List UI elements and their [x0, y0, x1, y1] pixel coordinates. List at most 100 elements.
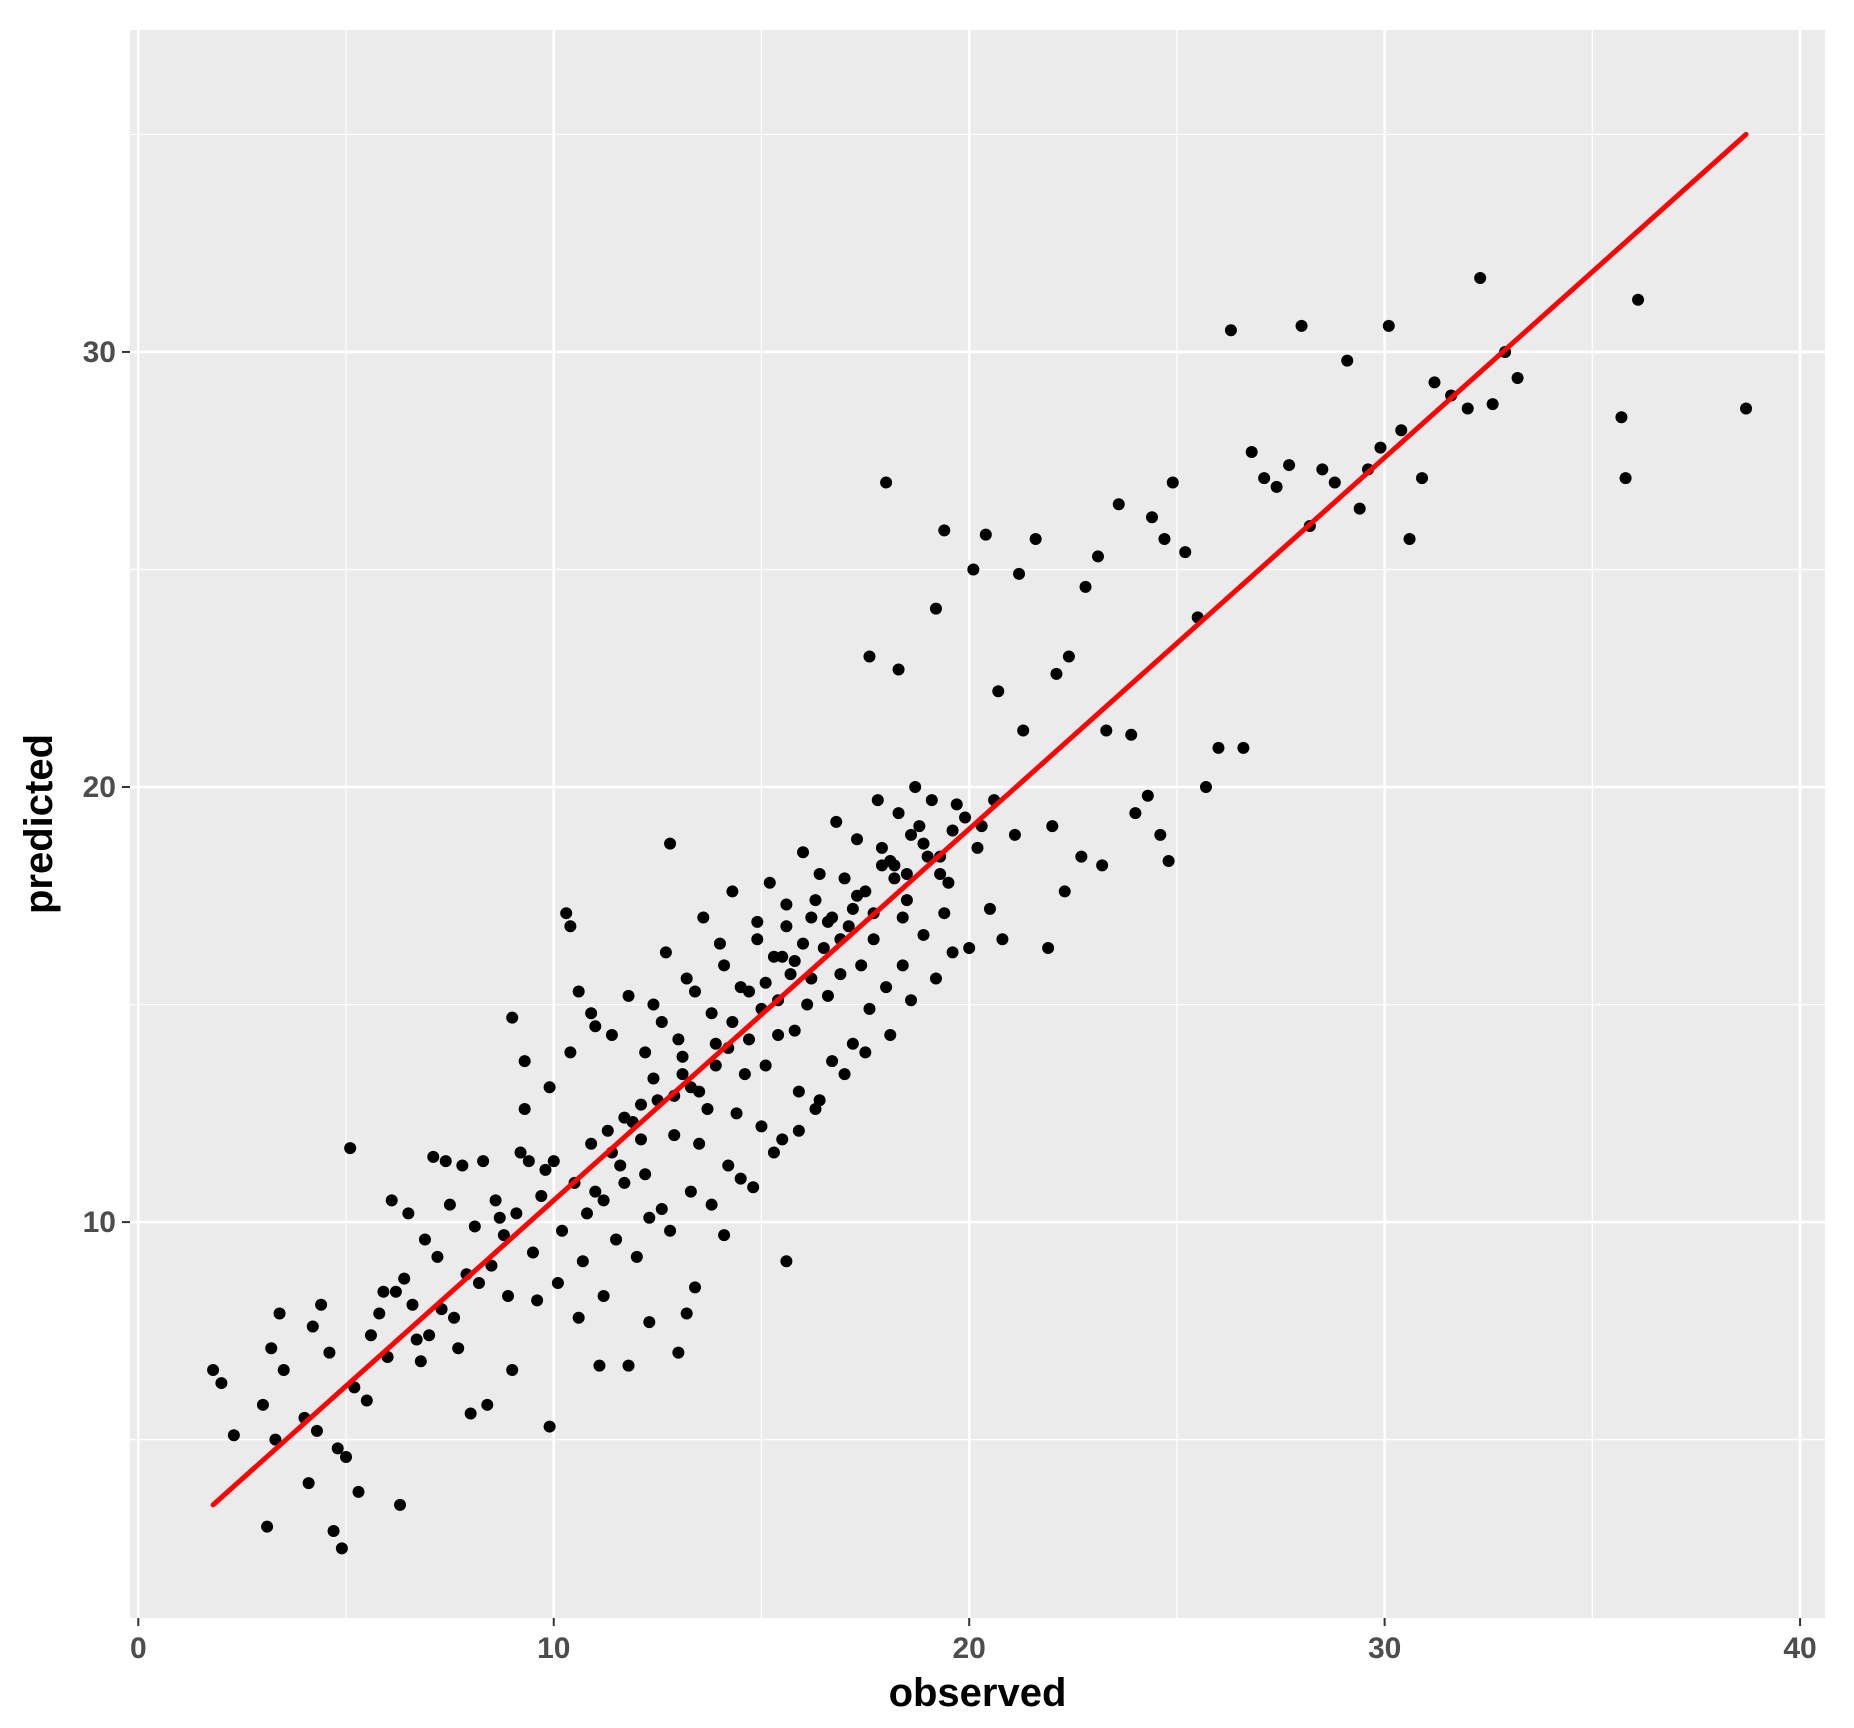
- data-point: [921, 850, 934, 863]
- data-point: [543, 1420, 556, 1433]
- data-point: [900, 868, 913, 881]
- data-point: [605, 1029, 618, 1042]
- data-point: [684, 1185, 697, 1198]
- data-point: [622, 1359, 635, 1372]
- data-point: [655, 1015, 668, 1028]
- data-point: [842, 920, 855, 933]
- data-point: [855, 959, 868, 972]
- data-point: [514, 1146, 527, 1159]
- data-point: [863, 1002, 876, 1015]
- data-point: [909, 781, 922, 794]
- data-point: [809, 894, 822, 907]
- data-point: [826, 1055, 839, 1068]
- data-point: [1258, 472, 1271, 485]
- data-point: [1079, 580, 1092, 593]
- data-point: [1166, 476, 1179, 489]
- data-point: [905, 828, 918, 841]
- data-point: [751, 933, 764, 946]
- data-point: [917, 928, 930, 941]
- data-point: [722, 1159, 735, 1172]
- data-point: [1295, 319, 1308, 332]
- data-point: [1141, 789, 1154, 802]
- data-point: [917, 837, 930, 850]
- data-point: [983, 902, 996, 915]
- data-point: [672, 1346, 685, 1359]
- data-point: [394, 1498, 407, 1511]
- y-tick-label: 20: [83, 771, 116, 804]
- data-point: [1158, 533, 1171, 546]
- data-point: [589, 1020, 602, 1033]
- data-point: [1341, 354, 1354, 367]
- data-point: [772, 1029, 785, 1042]
- data-point: [593, 1359, 606, 1372]
- data-point: [846, 902, 859, 915]
- data-point: [1615, 411, 1628, 424]
- data-point: [992, 685, 1005, 698]
- data-point: [306, 1320, 319, 1333]
- data-point: [493, 1211, 506, 1224]
- data-point: [323, 1346, 336, 1359]
- data-point: [418, 1233, 431, 1246]
- data-points: [207, 271, 1753, 1555]
- x-tick-label: 40: [1783, 1632, 1816, 1665]
- data-point: [743, 1033, 756, 1046]
- data-point: [859, 1046, 872, 1059]
- data-point: [1091, 550, 1104, 563]
- data-point: [1129, 807, 1142, 820]
- data-point: [572, 1311, 585, 1324]
- data-point: [1179, 546, 1192, 559]
- data-point: [788, 1024, 801, 1037]
- data-point: [759, 976, 772, 989]
- data-point: [1382, 319, 1395, 332]
- data-point: [472, 1276, 485, 1289]
- data-point: [664, 1224, 677, 1237]
- data-point: [344, 1142, 357, 1155]
- data-point: [1125, 728, 1138, 741]
- data-point: [535, 1189, 548, 1202]
- data-point: [734, 1172, 747, 1185]
- data-point: [502, 1290, 515, 1303]
- x-tick-label: 0: [130, 1632, 147, 1665]
- data-point: [713, 937, 726, 950]
- data-point: [780, 1255, 793, 1268]
- data-point: [1740, 402, 1753, 415]
- data-point: [788, 955, 801, 968]
- data-point: [518, 1102, 531, 1115]
- data-point: [1017, 724, 1030, 737]
- data-point: [726, 1015, 739, 1028]
- data-point: [614, 1159, 627, 1172]
- data-point: [1486, 398, 1499, 411]
- data-point: [689, 985, 701, 998]
- data-point: [410, 1333, 423, 1346]
- data-point: [718, 959, 731, 972]
- data-point: [738, 1068, 751, 1081]
- data-point: [510, 1207, 523, 1220]
- data-point: [929, 972, 942, 985]
- data-point: [880, 981, 893, 994]
- data-point: [572, 985, 585, 998]
- data-point: [489, 1194, 502, 1207]
- data-point: [697, 911, 710, 924]
- data-point: [389, 1285, 402, 1298]
- data-point: [780, 898, 793, 911]
- data-point: [634, 1098, 647, 1111]
- y-tick-label: 10: [83, 1206, 116, 1239]
- data-point: [547, 1155, 560, 1168]
- data-point: [734, 981, 747, 994]
- data-point: [776, 1133, 789, 1146]
- data-point: [805, 911, 818, 924]
- data-point: [481, 1398, 494, 1411]
- data-point: [518, 1055, 531, 1068]
- data-point: [896, 959, 909, 972]
- data-point: [543, 1081, 556, 1094]
- data-point: [427, 1150, 440, 1163]
- data-point: [1162, 854, 1175, 867]
- data-point: [360, 1394, 373, 1407]
- grid-minor: [130, 30, 1825, 1618]
- data-point: [934, 868, 947, 881]
- data-point: [335, 1542, 348, 1555]
- data-point: [340, 1451, 353, 1464]
- data-point: [1145, 511, 1158, 524]
- data-point: [1112, 498, 1125, 511]
